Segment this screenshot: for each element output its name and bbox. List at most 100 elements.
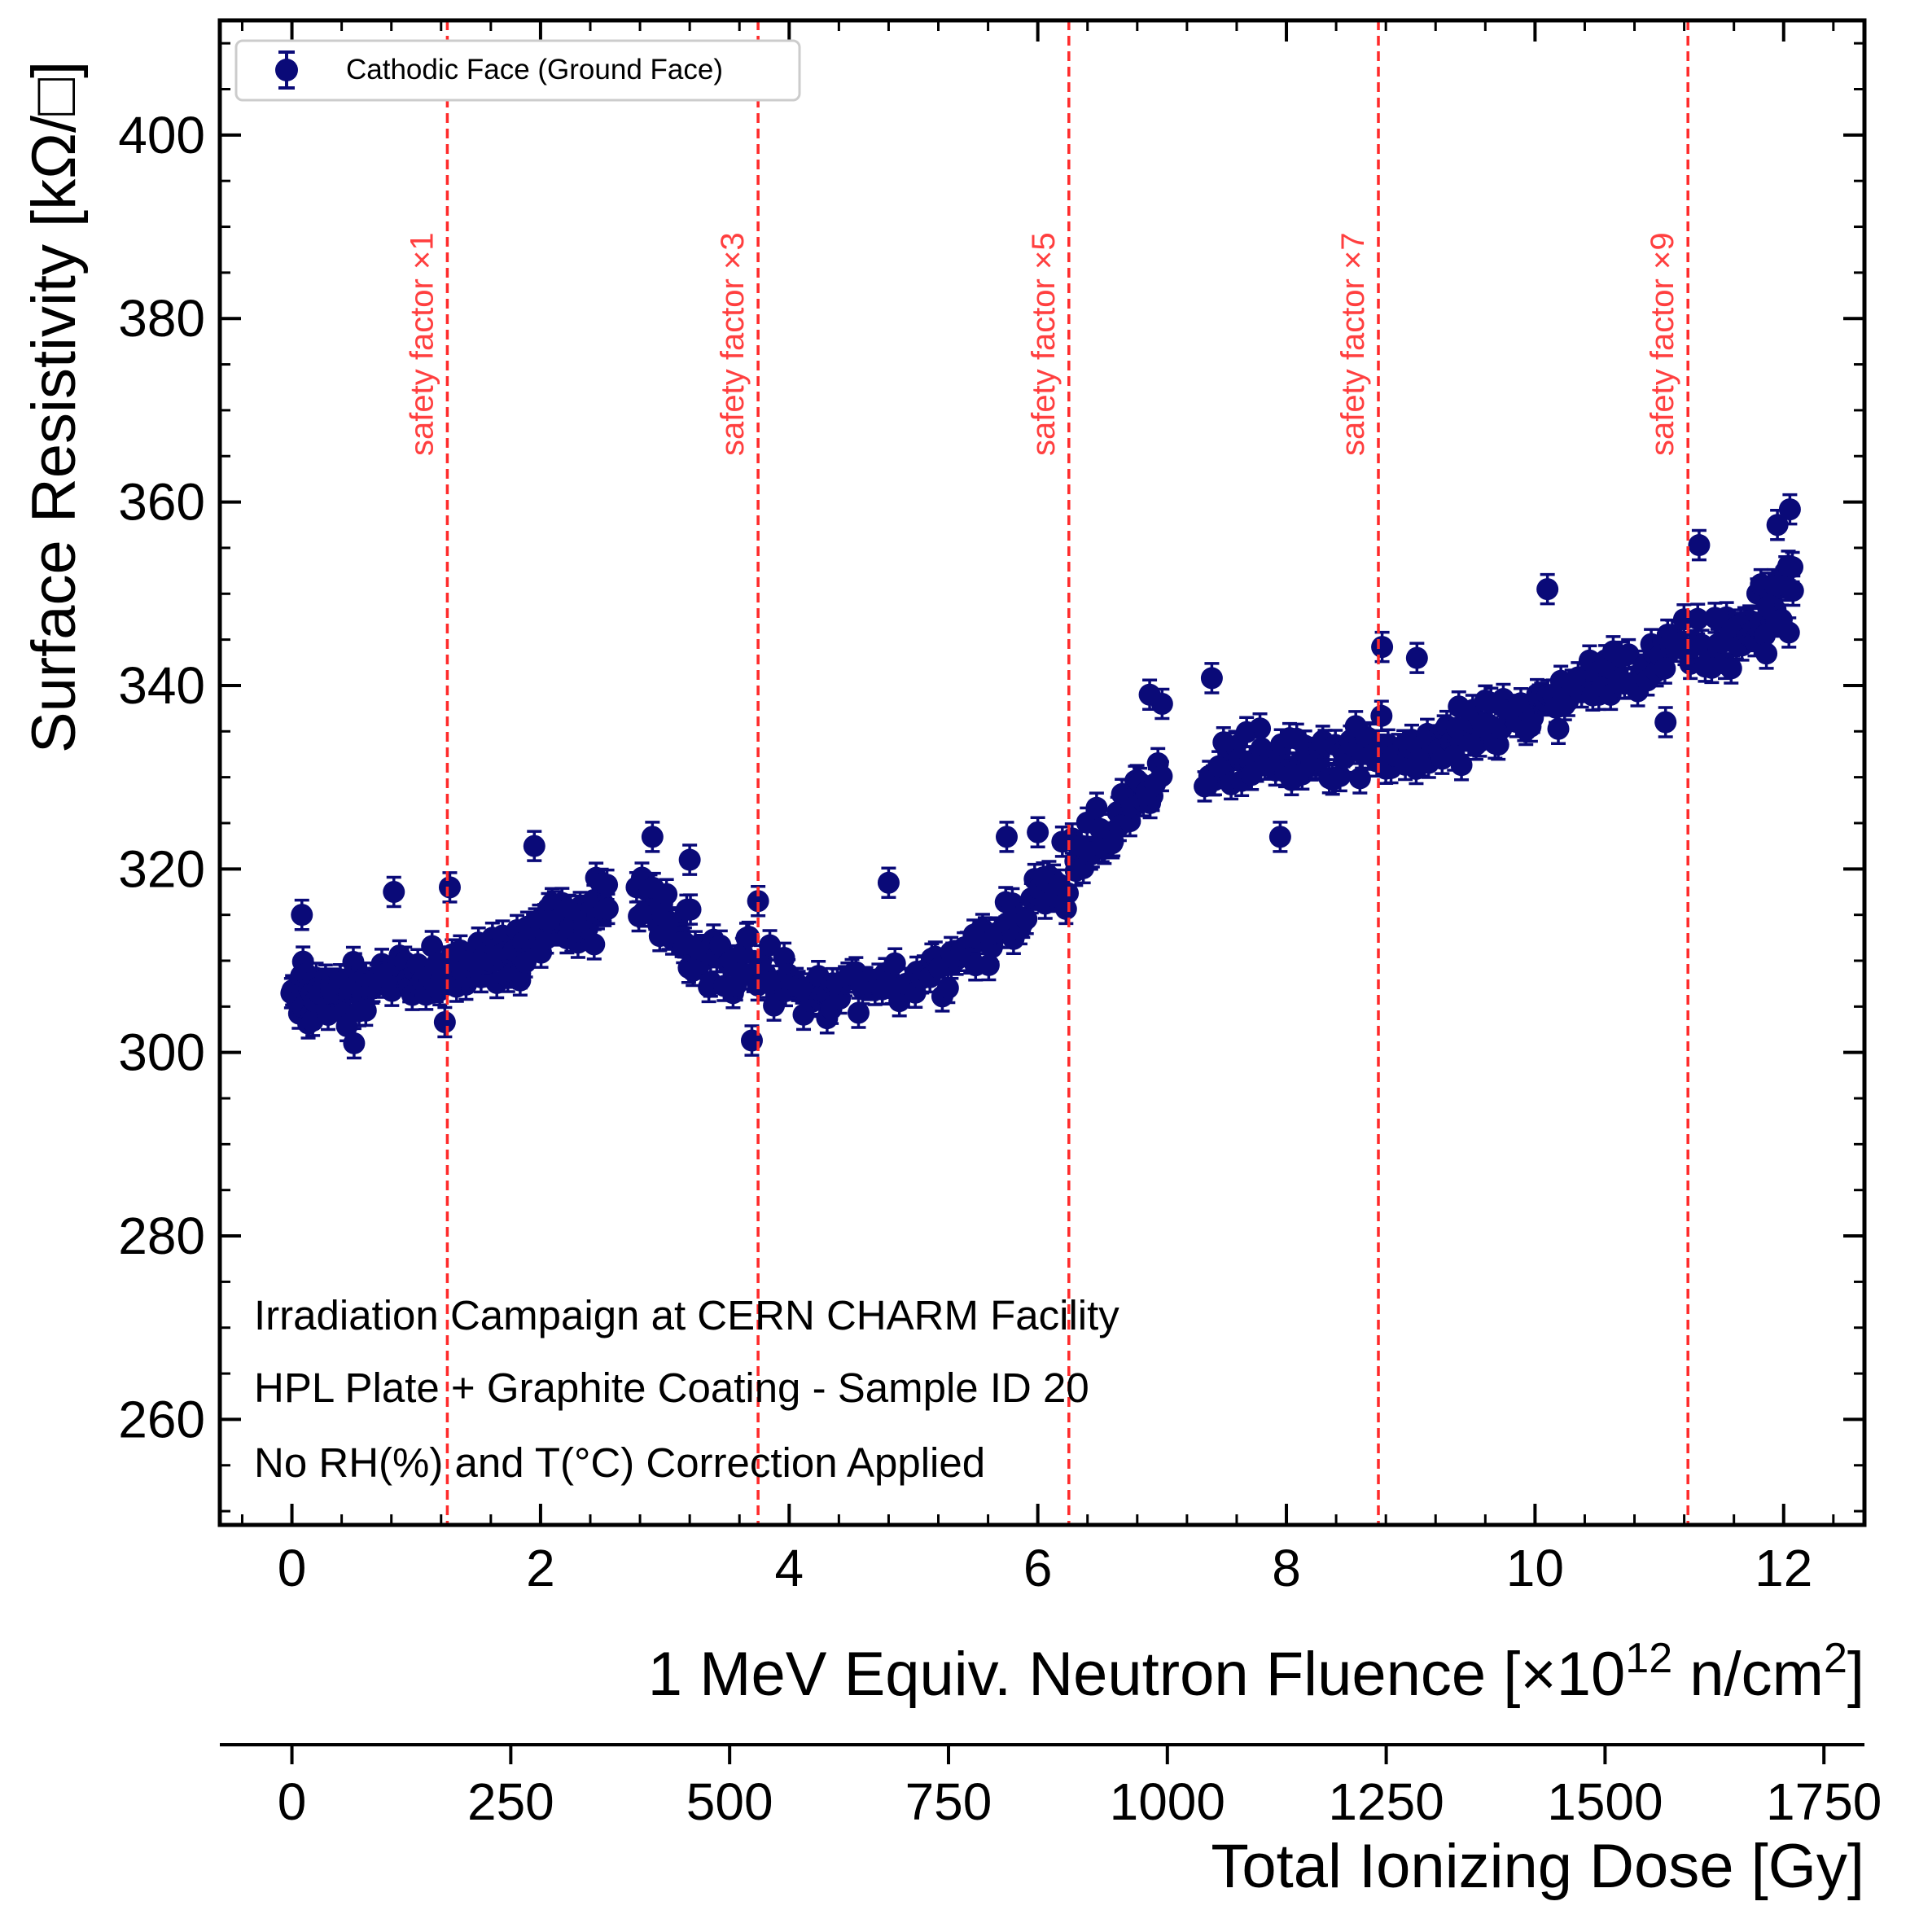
data-point [438,876,461,899]
x2-tick-label: 750 [905,1772,992,1831]
data-point [679,898,702,921]
data-point [936,977,959,1000]
safety-line-label-4: safety factor ×7 [1335,232,1371,456]
x-tick-label: 2 [526,1539,555,1597]
x-tick-label: 8 [1272,1539,1301,1597]
y-tick-label: 320 [118,839,205,898]
data-point [1405,646,1428,669]
x-axis-label-end: ] [1847,1640,1864,1709]
data-point [354,999,377,1022]
data-point [1536,578,1559,601]
x2-tick-label: 1500 [1547,1772,1663,1831]
data-point [759,934,782,957]
legend-marker [275,59,298,81]
data-point [1027,821,1049,843]
legend-box [234,39,801,102]
data-point [433,1010,456,1033]
legend-label: Cathodic Face (Ground Face) [346,54,723,85]
data-point [995,826,1018,848]
data-point [1766,514,1789,537]
data-point [583,933,606,956]
data-point [1348,767,1371,790]
data-point [1150,692,1173,715]
y-tick-label: 280 [118,1207,205,1265]
data-point [1015,908,1038,931]
safety-line-label-1: safety factor ×1 [404,232,440,456]
safety-line-label-2: safety factor ×3 [715,232,751,456]
data-point [1781,580,1804,602]
data-point [725,974,747,997]
data-point [1686,607,1709,630]
data-point [380,979,403,1002]
data-point [1720,657,1742,680]
x2-tick-label: 250 [467,1772,554,1831]
data-point [343,1032,366,1054]
annotation-campaign: Irradiation Campaign at CERN CHARM Facil… [254,1292,1119,1338]
data-point [977,953,1000,976]
x2-tick-label: 1750 [1766,1772,1882,1831]
x-axis-label: 1 MeV Equiv. Neutron Fluence [×1012 n/cm… [648,1635,1864,1709]
data-point [678,848,701,871]
data-point [1755,642,1778,665]
y-tick-label: 300 [118,1023,205,1082]
data-point [335,1014,358,1037]
data-point [1150,764,1173,787]
data-point [1329,764,1352,787]
data-point [1654,657,1676,680]
y-tick-label: 340 [118,656,205,715]
safety-lines: safety factor ×1 safety factor ×3 safety f… [404,20,1689,1525]
y-tick-label: 260 [118,1390,205,1448]
data-point [655,883,678,905]
data-point [596,897,619,920]
x-tick-label: 10 [1506,1539,1564,1597]
x-axis-label-exp1: 12 [1625,1635,1672,1682]
data-point [596,874,619,896]
data-point [847,1001,870,1024]
plot-frame [217,18,1867,1527]
x-tick-label: 6 [1023,1539,1053,1597]
data-point [877,871,900,894]
data-point [1688,534,1711,557]
x-axis-label-mid: n/cm [1672,1640,1824,1709]
x-tick-label: 4 [774,1539,804,1597]
data-point [1450,754,1473,777]
data-point [383,880,405,903]
data-point [1371,636,1394,659]
data-point [291,904,313,927]
safety-line-label-5: safety factor ×9 [1645,232,1680,456]
annotations: Irradiation Campaign at CERN CHARM Facil… [254,1292,1119,1486]
x-axis-label-exp2: 2 [1824,1635,1847,1682]
x-tick-label: 12 [1755,1539,1812,1597]
data-point [1509,692,1532,715]
data-point [1200,667,1223,690]
y-tick-label: 400 [118,106,205,164]
axes: 0 2 4 6 8 10 12 260 280 300 320 340 360 380 400 0 250 500… [118,18,1882,1831]
data-point [1617,643,1640,666]
x2-tick-label: 1000 [1110,1772,1225,1831]
x-axis-label-main: 1 MeV Equiv. Neutron Fluence [×10 [648,1640,1626,1709]
y-tick-label: 360 [118,473,205,532]
x2-tick-label: 500 [686,1772,773,1831]
data-point [1370,704,1393,727]
data-point [1781,556,1804,579]
data-point [738,926,760,948]
data-point [1268,826,1291,848]
data-point [1654,711,1677,734]
data-point [641,826,664,848]
x2-tick-label: 0 [278,1772,307,1831]
data-point [1777,621,1800,644]
x2-tick-label: 1250 [1328,1772,1444,1831]
data-point [740,1029,763,1052]
annotation-correction: No RH(%) and T(°C) Correction Applied [254,1439,985,1486]
safety-line-label-3: safety factor ×5 [1026,232,1062,456]
data-point [1778,498,1801,521]
legend: Cathodic Face (Ground Face) [234,39,801,102]
x-tick-label: 0 [278,1539,307,1597]
data-point [523,835,545,857]
y-tick-label: 380 [118,289,205,348]
x2-axis-label: Total Ionizing Dose [Gy] [1211,1832,1864,1901]
annotation-sample: HPL Plate + Graphite Coating - Sample ID… [254,1365,1089,1411]
data-point [883,952,906,975]
